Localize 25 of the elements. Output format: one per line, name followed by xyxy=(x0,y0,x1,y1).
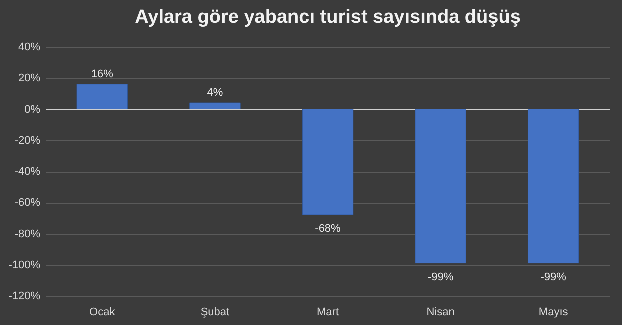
data-label: -99% xyxy=(540,271,567,284)
y-tick-label: 20% xyxy=(18,72,41,85)
bar xyxy=(302,109,354,216)
x-tick-label: Nisan xyxy=(426,306,455,318)
chart-title: Aylara göre yabancı turist sayısında düşüş xyxy=(135,7,521,28)
y-tick-label: -80% xyxy=(14,228,41,240)
bar xyxy=(76,84,128,110)
bar xyxy=(528,109,580,264)
y-tick-label: 0% xyxy=(24,104,41,116)
y-tick-label: -60% xyxy=(14,197,41,210)
data-label: -99% xyxy=(428,271,454,284)
x-tick-label: Mayıs xyxy=(538,306,569,318)
y-tick-label: 40% xyxy=(18,42,41,54)
y-tick-label: -100% xyxy=(8,259,41,272)
x-tick-label: Mart xyxy=(317,306,339,318)
y-tick-label: -120% xyxy=(8,290,41,302)
bar xyxy=(415,109,466,264)
x-tick-label: Ocak xyxy=(90,306,116,318)
x-tick-label: Şubat xyxy=(200,306,230,318)
y-tick-label: -40% xyxy=(14,166,41,178)
bar xyxy=(190,102,241,110)
data-label: 16% xyxy=(91,68,114,80)
data-label: -68% xyxy=(315,223,342,236)
y-tick-label: -20% xyxy=(14,134,41,147)
data-label: 4% xyxy=(207,87,224,100)
